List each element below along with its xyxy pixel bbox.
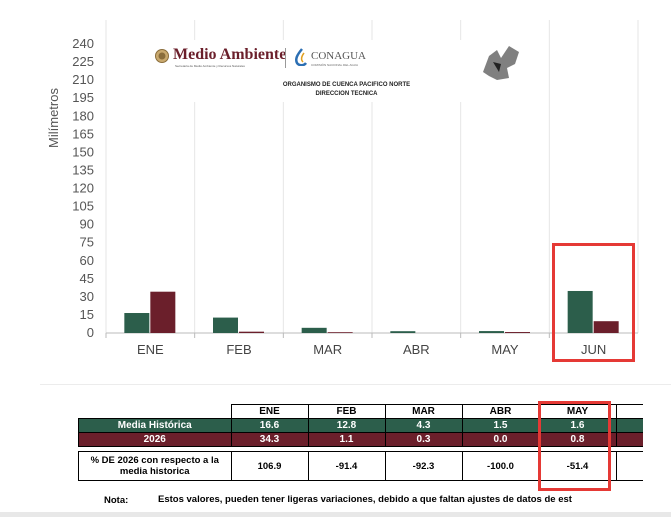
x-tick-label: ENE — [137, 342, 164, 357]
y-tick-label: 0 — [87, 325, 94, 340]
x-tick-label: MAR — [313, 342, 342, 357]
table-cell: 16.6 — [230, 418, 309, 433]
semarnat-logo-subtitle: Secretaría de Medio Ambiente y Recursos … — [175, 64, 245, 68]
table-cell: 4.3 — [384, 418, 463, 433]
table-cell: -51.4 — [538, 451, 617, 481]
table-header-cell: FEB — [307, 404, 386, 419]
highlight-box-may — [538, 401, 611, 491]
org-department: DIRECCION TECNICA — [315, 91, 378, 97]
table-cell: 1.6 — [538, 418, 617, 433]
y-tick-label: 180 — [72, 108, 94, 123]
table-header-row: ENE FEB MAR ABR MAY — [78, 404, 643, 419]
precipitation-chart: 0 15 30 45 60 75 90 105 120 135 150 165 180 195 210 225… — [46, 20, 639, 357]
bar-ene-media — [124, 313, 150, 333]
y-tick-label: 210 — [72, 72, 94, 87]
conagua-logo-text: CONAGUA — [311, 50, 366, 62]
bar-jun-2026 — [593, 321, 619, 333]
y-tick-label: 15 — [80, 307, 94, 322]
table-header-cell: ABR — [461, 404, 540, 419]
x-tick-label: FEB — [226, 342, 251, 357]
org-name: ORGANISMO DE CUENCA PACIFICO NORTE — [282, 82, 411, 88]
y-tick-label: 90 — [80, 217, 94, 232]
table-cell-cut — [615, 451, 643, 481]
y-tick-label: 120 — [72, 181, 94, 196]
table-cell: 106.9 — [230, 451, 309, 481]
conagua-drop-icon — [294, 48, 308, 66]
bottom-scroll-strip — [0, 512, 671, 517]
bar-may-2026 — [505, 332, 530, 333]
eagle-emblem-icon — [483, 46, 519, 80]
table-cell: 1.5 — [461, 418, 540, 433]
bar-feb-media — [213, 317, 238, 333]
note-text: Estos valores, pueden tener ligeras vari… — [158, 494, 572, 505]
conagua-logo-subtitle: COMISIÓN NACIONAL DEL AGUA — [311, 63, 358, 67]
table-cell: 0.8 — [538, 432, 617, 447]
table-cell: 1.1 — [307, 432, 386, 447]
table-corner — [78, 404, 231, 419]
table-cell-cut — [615, 418, 643, 433]
note-label: Nota: — [104, 495, 129, 506]
table-cell: -92.3 — [384, 451, 463, 481]
y-tick-label: 45 — [80, 271, 94, 286]
table-cell: 0.0 — [461, 432, 540, 447]
bar-abr-media — [390, 331, 416, 333]
y-tick-label: 150 — [72, 144, 94, 159]
table-header-cell: MAR — [384, 404, 463, 419]
semarnat-logo-text: Medio Ambiente — [173, 46, 287, 63]
bar-mar-media — [301, 327, 327, 333]
x-tick-label: MAY — [491, 342, 519, 357]
x-axis: ENE FEB MAR ABR MAY JUN — [105, 333, 606, 357]
table-cell-cut — [615, 432, 643, 447]
table-spacer — [78, 446, 643, 452]
y-tick-label: 105 — [72, 199, 94, 214]
seal-icon — [155, 49, 169, 63]
y-tick-label: 135 — [72, 162, 94, 177]
data-table: ENE FEB MAR ABR MAY Media Histórica 16.6… — [78, 404, 643, 481]
y-tick-label: 60 — [80, 253, 94, 268]
x-tick-label: ABR — [403, 342, 430, 357]
bar-ene-2026 — [150, 291, 176, 333]
y-tick-label: 225 — [72, 54, 94, 69]
row-label: 2026 — [78, 432, 232, 447]
y-axis-label: Milímetros — [46, 88, 61, 148]
agency-header: Medio Ambiente Secretaría de Medio Ambie… — [153, 40, 540, 102]
highlight-box-jun — [552, 243, 635, 362]
bar-mar-2026 — [327, 332, 353, 333]
table-cell: -91.4 — [307, 451, 386, 481]
section-divider — [40, 384, 671, 385]
y-tick-label: 75 — [80, 235, 94, 250]
bar-feb-2026 — [239, 331, 264, 333]
y-tick-label: 195 — [72, 90, 94, 105]
table-header-cell-cut — [615, 404, 643, 419]
y-tick-label: 165 — [72, 126, 94, 141]
y-tick-label: 30 — [80, 289, 94, 304]
bar-may-media — [479, 331, 504, 333]
table-row-2026: 2026 34.3 1.1 0.3 0.0 0.8 — [78, 432, 643, 447]
table-cell: 0.3 — [384, 432, 463, 447]
y-tick-label: 240 — [72, 36, 94, 51]
y-axis: 0 15 30 45 60 75 90 105 120 135 150 165 180 195 210 225… — [72, 36, 94, 340]
table-row-media: Media Histórica 16.6 12.8 4.3 1.5 1.6 — [78, 418, 643, 433]
table-row-percent: % DE 2026 con respecto a la media histor… — [78, 451, 643, 481]
x-tick-label: JUN — [581, 342, 606, 357]
table-header-cell: ENE — [230, 404, 309, 419]
row-label: % DE 2026 con respecto a la media histor… — [78, 451, 232, 481]
table-cell: -100.0 — [461, 451, 540, 481]
logo-divider — [285, 48, 286, 68]
row-label: Media Histórica — [78, 418, 232, 433]
table-cell: 34.3 — [230, 432, 309, 447]
table-cell: 12.8 — [307, 418, 386, 433]
bar-jun-media — [567, 290, 593, 333]
